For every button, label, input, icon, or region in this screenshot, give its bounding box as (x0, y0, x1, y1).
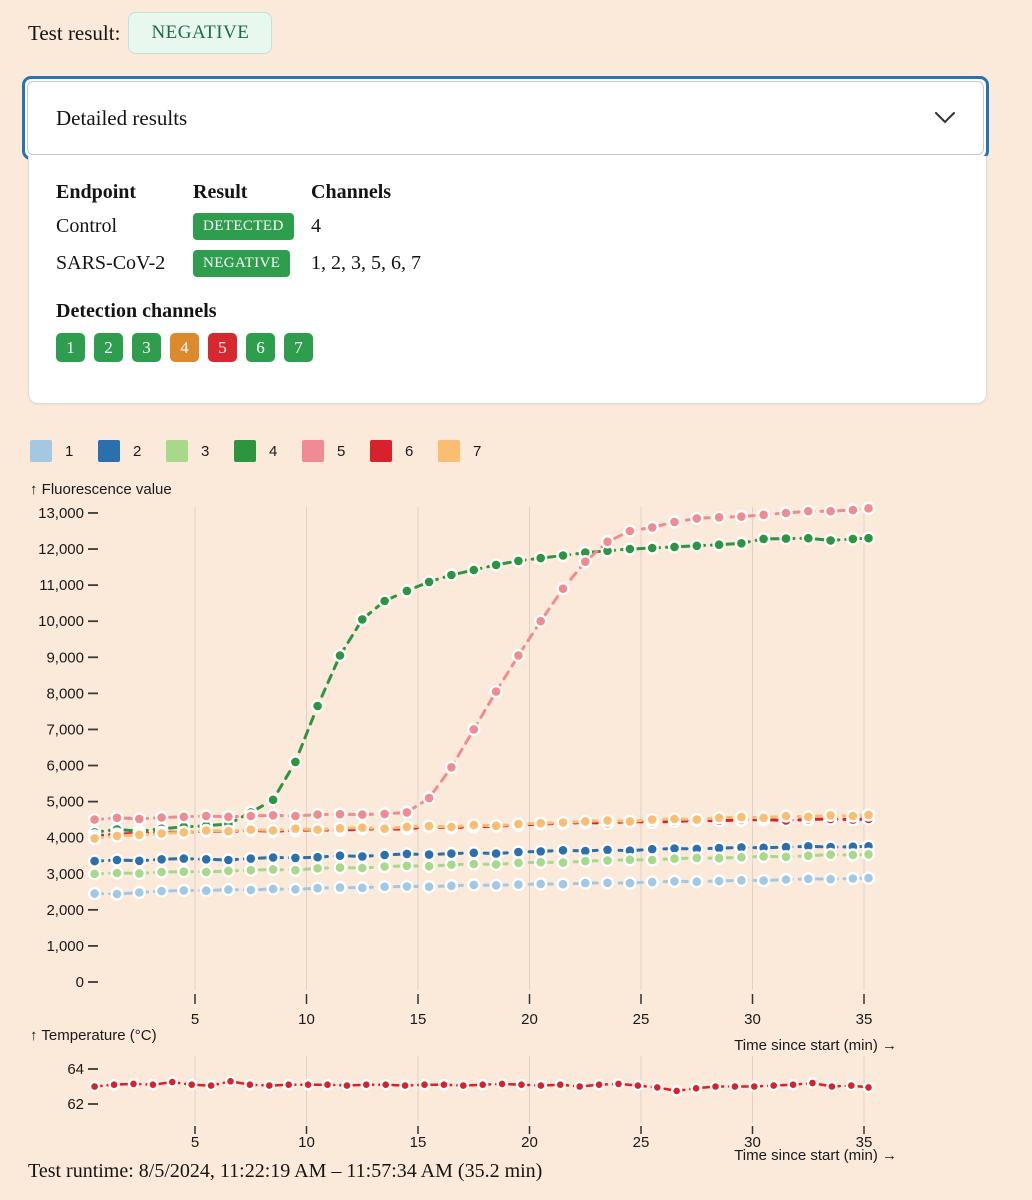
channel-2-series (87, 839, 876, 868)
legend-item-2: 2 (98, 440, 166, 462)
fluorescence-axis-label: ↑ Fluorescence value (30, 481, 172, 498)
svg-text:6,000: 6,000 (46, 758, 84, 775)
svg-text:30: 30 (744, 1134, 761, 1151)
result-badge-negative: NEGATIVE (193, 250, 291, 277)
channel-1-series (87, 871, 876, 901)
legend-swatch-2 (98, 440, 120, 462)
table-row-control-result: DETECTED (193, 208, 311, 245)
channel-badge-1: 1 (56, 333, 85, 362)
channel-3-series (87, 847, 876, 881)
detection-channel-badges: 1 2 3 4 5 6 7 (56, 333, 986, 362)
channel-badge-5: 5 (208, 333, 237, 362)
svg-text:15: 15 (410, 1134, 427, 1151)
legend-item-1: 1 (30, 440, 98, 462)
endpoint-table: Endpoint Result Channels Control DETECTE… (56, 176, 986, 282)
svg-text:12,000: 12,000 (38, 541, 84, 558)
legend-swatch-3 (166, 440, 188, 462)
test-result-badge: NEGATIVE (128, 12, 273, 54)
gridlines (194, 1056, 865, 1123)
legend-item-6: 6 (370, 440, 438, 462)
svg-text:25: 25 (633, 1134, 650, 1151)
table-row-sars-endpoint: SARS-CoV-2 (56, 252, 166, 274)
svg-text:9,000: 9,000 (46, 649, 84, 666)
svg-text:35: 35 (856, 1134, 873, 1151)
svg-text:3,000: 3,000 (46, 866, 84, 883)
gridlines (194, 507, 865, 990)
column-header-channels: Channels (311, 180, 392, 203)
svg-text:11,000: 11,000 (39, 577, 84, 594)
test-runtime-text: Test runtime: 8/5/2024, 11:22:19 AM – 11… (28, 1160, 543, 1182)
temperature-chart-svg: 5 10 15 20 25 30 35 62 64 Time since start (min) … (67, 1056, 897, 1164)
channel-5-series (87, 501, 876, 827)
legend-item-7: 7 (438, 440, 506, 462)
temperature-axis-label: ↑ Temperature (°C) (30, 1027, 157, 1044)
svg-text:10: 10 (298, 1134, 315, 1151)
svg-text:35: 35 (856, 1011, 873, 1028)
channel-badge-4: 4 (170, 333, 199, 362)
test-result-label: Test result: (28, 20, 121, 45)
svg-text:10,000: 10,000 (38, 613, 84, 630)
details-accordion-title: Detailed results (56, 105, 188, 130)
channel-badge-7: 7 (284, 333, 313, 362)
svg-text:Time since start (min) →: Time since start (min) → (734, 1037, 897, 1054)
result-badge-detected: DETECTED (193, 213, 294, 240)
table-row-sars-result: NEGATIVE (193, 245, 311, 282)
svg-text:5,000: 5,000 (46, 794, 84, 811)
legend-item-5: 5 (302, 440, 370, 462)
svg-text:2,000: 2,000 (46, 902, 84, 919)
fluorescence-chart-svg: 5 10 15 20 25 30 35 0 1,000 2,000 3,000 4,000 5,000 6… (38, 501, 897, 1054)
svg-text:1,000: 1,000 (46, 938, 84, 955)
svg-text:30: 30 (744, 1011, 761, 1028)
test-result-row: Test result: NEGATIVE (28, 12, 273, 54)
svg-text:Time since start (min) →: Time since start (min) → (734, 1147, 897, 1164)
svg-text:4,000: 4,000 (46, 830, 84, 847)
channel-4-series (87, 531, 876, 839)
table-row-control-endpoint: Control (56, 215, 118, 237)
legend-item-3: 3 (166, 440, 234, 462)
svg-text:7,000: 7,000 (46, 721, 84, 738)
legend-swatch-6 (370, 440, 392, 462)
table-row-control-channels: 4 (311, 215, 321, 237)
svg-text:15: 15 (410, 1011, 427, 1028)
channel-badge-6: 6 (246, 333, 275, 362)
svg-text:20: 20 (521, 1134, 538, 1151)
svg-text:10: 10 (298, 1011, 315, 1028)
svg-text:0: 0 (76, 974, 84, 991)
channel-badge-3: 3 (132, 333, 161, 362)
svg-text:13,000: 13,000 (38, 505, 84, 522)
details-accordion[interactable]: Detailed results (22, 76, 989, 160)
column-header-result: Result (193, 180, 248, 203)
legend-swatch-1 (30, 440, 52, 462)
svg-text:20: 20 (521, 1011, 538, 1028)
detection-channels-title: Detection channels (56, 300, 217, 322)
svg-text:25: 25 (633, 1011, 650, 1028)
chart-legend: 1 2 3 4 5 6 7 (30, 440, 506, 462)
legend-item-4: 4 (234, 440, 302, 462)
legend-swatch-7 (438, 440, 460, 462)
chevron-down-icon[interactable] (935, 112, 955, 124)
channel-temperature-series (88, 1075, 875, 1097)
axis-ticks-labels: 5 10 15 20 25 30 35 0 1,000 2,000 3,000 4,000 5,000 6… (38, 505, 872, 1028)
channel-badge-2: 2 (94, 333, 123, 362)
column-header-endpoint: Endpoint (56, 180, 137, 203)
legend-swatch-5 (302, 440, 324, 462)
svg-text:8,000: 8,000 (46, 685, 84, 702)
svg-text:5: 5 (191, 1134, 199, 1151)
detailed-results-panel: Endpoint Result Channels Control DETECTE… (28, 156, 987, 404)
svg-text:64: 64 (67, 1061, 84, 1078)
channel-7-series (87, 808, 876, 846)
details-accordion-inner: Detailed results (27, 81, 984, 155)
svg-text:62: 62 (67, 1096, 84, 1113)
legend-swatch-4 (234, 440, 256, 462)
table-row-sars-channels: 1, 2, 3, 5, 6, 7 (311, 252, 421, 274)
axis-ticks-labels: 5 10 15 20 25 30 35 62 64 (67, 1061, 872, 1151)
svg-text:5: 5 (191, 1011, 199, 1028)
